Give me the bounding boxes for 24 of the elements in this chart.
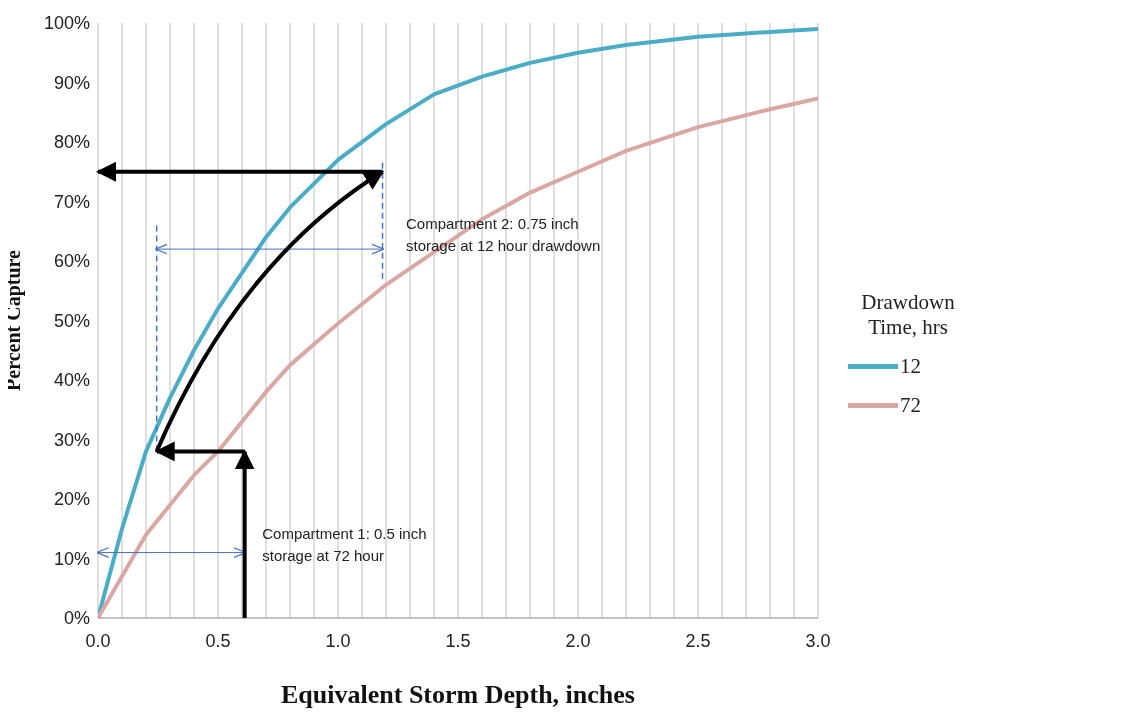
y-tick-label: 10%	[53, 548, 90, 569]
x-axis-title: Equivalent Storm Depth, inches	[281, 680, 635, 709]
y-tick-label: 40%	[53, 370, 90, 391]
x-tick-label: 1.0	[325, 630, 351, 651]
x-tick-label: 2.0	[565, 630, 591, 651]
y-tick-label: 30%	[53, 429, 90, 450]
y-tick-label: 20%	[53, 489, 90, 510]
legend-label: 72	[900, 392, 921, 418]
x-tick-label: 1.5	[445, 630, 471, 651]
y-tick-label: 80%	[53, 132, 90, 153]
x-tick-label: 3.0	[805, 630, 831, 651]
annotation: Compartment 1: 0.5 inch storage at 72 hour	[262, 523, 428, 566]
x-tick-label: 0.0	[85, 630, 111, 651]
y-tick-label: 70%	[53, 191, 90, 212]
y-tick-label: 50%	[53, 310, 90, 331]
legend-title: Drawdown Time, hrs	[860, 289, 956, 340]
y-tick-label: 100%	[43, 13, 90, 34]
y-tick-label: 90%	[53, 72, 90, 93]
y-tick-label: 60%	[53, 251, 90, 272]
x-tick-label: 0.5	[205, 630, 231, 651]
y-tick-label: 0%	[63, 608, 90, 629]
annotation: Compartment 2: 0.75 inch storage at 12 hour drawdown	[406, 214, 602, 257]
legend-label: 12	[900, 353, 921, 379]
x-tick-label: 2.5	[685, 630, 711, 651]
